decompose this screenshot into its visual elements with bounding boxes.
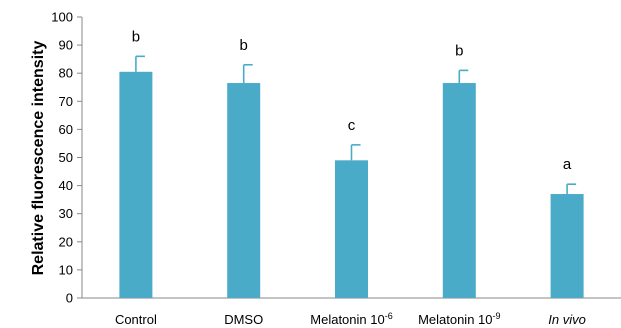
y-tick-label: 50 (59, 150, 73, 165)
bars (119, 55, 584, 298)
y-tick-label: 70 (59, 94, 73, 109)
y-tick-label: 0 (66, 291, 73, 306)
y-tick-label: 40 (59, 178, 73, 193)
significance-letter: b (132, 28, 140, 45)
x-tick-label-text: Melatonin 10 (418, 312, 492, 327)
x-tick-label: DMSO (224, 312, 263, 327)
bar (227, 83, 261, 298)
y-tick-label: 80 (59, 66, 73, 81)
significance-letter: c (348, 117, 356, 134)
x-tick-label-text: Control (115, 312, 157, 327)
significance-letter: b (240, 37, 248, 54)
significance-letter: b (455, 42, 463, 59)
bar (550, 194, 584, 298)
x-tick-label: Melatonin 10-6 (310, 311, 392, 327)
x-tick-label-superscript: -9 (493, 311, 501, 321)
y-tick-label: 10 (59, 262, 73, 277)
y-tick-label: 90 (59, 38, 73, 53)
x-tick-label-text: Melatonin 10 (310, 312, 384, 327)
x-tick-label: Control (115, 312, 157, 327)
y-tick-label: 60 (59, 122, 73, 137)
x-tick-label-superscript: -6 (385, 311, 393, 321)
bar (442, 83, 476, 298)
x-tick-label-text: DMSO (224, 312, 263, 327)
y-axis-label: Relative fluorescence intensity (30, 41, 47, 276)
bar (119, 71, 153, 298)
x-tick-label-text: In vivo (548, 312, 586, 327)
y-tick-label: 20 (59, 234, 73, 249)
x-tick-label: In vivo (548, 312, 586, 327)
bar (335, 160, 368, 298)
x-tick-label: Melatonin 10-9 (418, 311, 500, 327)
y-tick-label: 30 (59, 206, 73, 221)
axes: 0 10 20 30 40 50 60 70 80 90 100 (51, 10, 621, 306)
significance-letter: a (563, 156, 572, 173)
y-tick-label: 100 (51, 10, 73, 25)
